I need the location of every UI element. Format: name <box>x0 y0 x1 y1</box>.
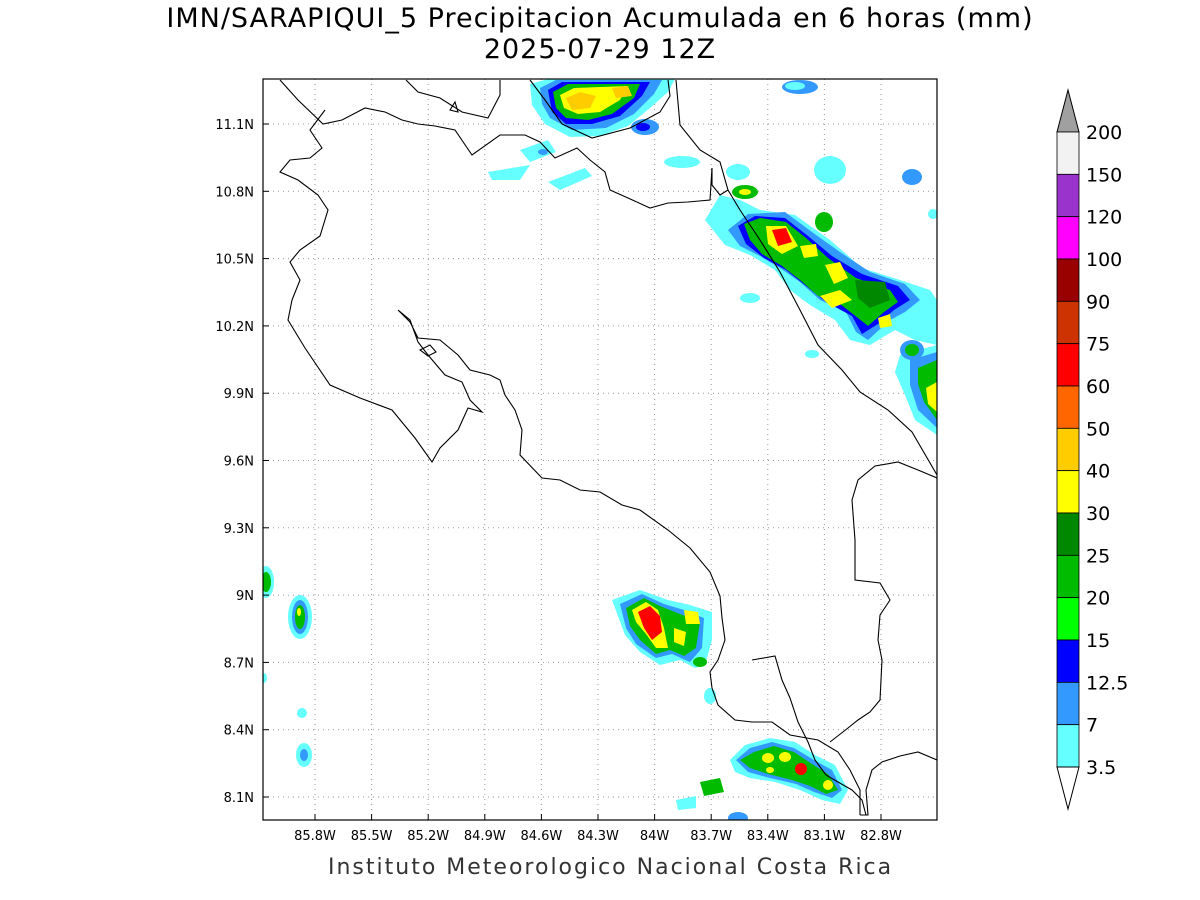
colorbar-swatch <box>1056 639 1080 683</box>
colorbar-label: 50 <box>1086 418 1110 440</box>
colorbar-swatch <box>1056 173 1080 218</box>
map-subtitle-datetime: 2025-07-29 12Z <box>483 34 717 65</box>
colorbar-label: 120 <box>1086 207 1122 229</box>
colorbar-swatch <box>1056 131 1080 175</box>
lon-label: 85.5W <box>351 829 393 844</box>
precipitation-colorbar: 200 150 120 100 90 75 60 50 40 30 25 20 15 12.5 7 3.5 <box>1056 88 1128 811</box>
lon-label: 83.1W <box>803 829 845 844</box>
colorbar-label: 30 <box>1086 503 1110 525</box>
coastlines-and-borders <box>279 79 937 816</box>
colorbar-label: 15 <box>1086 630 1110 652</box>
map-axis-labels: 11.1N 10.8N 10.5N 10.2N 9.9N 9.6N 9.3N 9N 8.7N 8.… <box>215 118 902 844</box>
panama-caribbean <box>829 461 937 743</box>
lon-label: 84.3W <box>577 829 619 844</box>
colorbar-label: 3.5 <box>1086 757 1116 779</box>
colorbar-label: 60 <box>1086 376 1110 398</box>
lat-label: 8.4N <box>224 724 254 739</box>
colorbar-swatch <box>1056 681 1080 726</box>
colorbar-swatch <box>1056 597 1080 641</box>
lat-label: 8.1N <box>224 791 254 806</box>
lat-label: 11.1N <box>215 118 254 133</box>
small-island-north <box>449 100 459 113</box>
lat-label: 9.6N <box>224 455 254 470</box>
lon-label: 84W <box>640 829 670 844</box>
lon-label: 85.8W <box>294 829 336 844</box>
lat-label: 10.2N <box>215 320 254 335</box>
lat-label: 9N <box>236 589 254 604</box>
lon-label: 84.9W <box>464 829 506 844</box>
lon-label: 84.6W <box>520 829 562 844</box>
lon-label: 82.8W <box>860 829 902 844</box>
map-graticule <box>263 79 937 820</box>
colorbar-label: 7 <box>1086 715 1098 737</box>
lon-label: 83.7W <box>690 829 732 844</box>
colorbar-under-arrow <box>1056 766 1080 811</box>
lat-label: 10.5N <box>215 253 254 268</box>
osa-peninsula <box>751 655 867 816</box>
colorbar-swatch <box>1056 724 1080 768</box>
san-juan-river-mouth <box>711 168 729 196</box>
rain-cell-caribbean <box>705 156 937 435</box>
colorbar-over-arrow <box>1056 88 1080 133</box>
colorbar-swatch <box>1056 512 1080 556</box>
precipitation-field <box>263 79 937 820</box>
lat-label: 9.9N <box>224 387 254 402</box>
rain-cell-west <box>263 566 312 767</box>
pacific-coast-north <box>279 109 861 815</box>
colorbar-swatch <box>1056 470 1080 514</box>
colorbar-swatch <box>1056 385 1080 429</box>
lon-label: 83.4W <box>747 829 789 844</box>
colorbar-swatch <box>1056 427 1080 472</box>
colorbar-label: 40 <box>1086 461 1110 483</box>
colorbar-label: 200 <box>1086 122 1122 144</box>
colorbar-swatch <box>1056 554 1080 599</box>
lake-nicaragua-south-shore <box>529 79 671 139</box>
lat-label: 10.8N <box>215 185 254 200</box>
colorbar-swatch <box>1056 300 1080 345</box>
rain-cell-north <box>488 79 818 190</box>
colorbar-swatch <box>1056 216 1080 260</box>
colorbar-label: 20 <box>1086 588 1110 610</box>
map-credit: Instituto Meteorologico Nacional Costa R… <box>328 855 894 880</box>
colorbar-label: 25 <box>1086 545 1110 567</box>
lat-label: 8.7N <box>224 656 254 671</box>
rain-cell-south <box>676 738 848 820</box>
lat-label: 9.3N <box>224 522 254 537</box>
map-frame <box>262 78 938 821</box>
colorbar-swatch <box>1056 258 1080 302</box>
panama-border <box>860 751 937 816</box>
nicaragua-border <box>279 79 713 209</box>
lake-nicaragua-shore <box>405 79 501 119</box>
caribbean-coast <box>675 79 937 476</box>
colorbar-label: 12.5 <box>1086 672 1128 694</box>
colorbar-label: 90 <box>1086 291 1110 313</box>
golfo-nicoya-island <box>418 344 437 357</box>
rain-cell-pacific-central <box>612 590 716 704</box>
colorbar-label: 150 <box>1086 164 1122 186</box>
colorbar-swatch <box>1056 343 1080 387</box>
lon-label: 85.2W <box>407 829 449 844</box>
map-title: IMN/SARAPIQUI_5 Precipitacion Acumulada … <box>166 3 1034 34</box>
colorbar-label: 75 <box>1086 334 1110 356</box>
colorbar-label: 100 <box>1086 249 1122 271</box>
